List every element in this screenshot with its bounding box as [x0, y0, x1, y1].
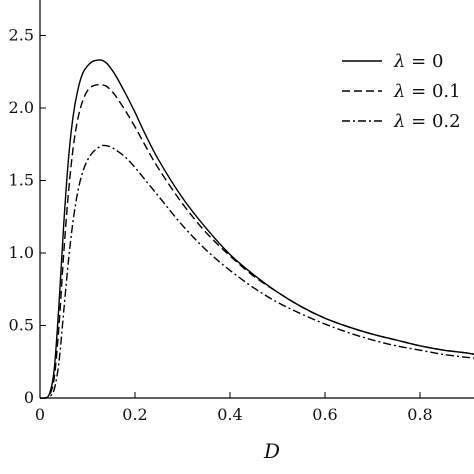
plot-area: 0 0.2 0.4 0.6 0.8 0 0.5 1.0 1.5 2.0 2.5: [9, 0, 474, 424]
x-tick-label: 0.8: [407, 405, 432, 424]
x-tick-label: 0: [35, 405, 45, 424]
y-ticks: 0 0.5 1.0 1.5 2.0 2.5: [9, 26, 46, 407]
y-tick-label: 0: [24, 388, 34, 407]
legend-label-1: λ = 0.1: [393, 81, 461, 102]
y-tick-label: 1.5: [9, 171, 34, 190]
legend-value: = 0.2: [405, 111, 460, 132]
series-line-2: [39, 144, 474, 399]
y-tick-label: 1.0: [9, 243, 34, 262]
x-ticks: 0 0.2 0.4 0.6 0.8: [35, 392, 433, 424]
y-tick-label: 2.5: [9, 26, 34, 45]
y-tick-label: 2.0: [9, 98, 34, 117]
series-layer: [39, 59, 474, 400]
legend-label-0: λ = 0: [393, 51, 443, 72]
series-line-1: [39, 83, 474, 399]
x-tick-label: 0.6: [312, 405, 337, 424]
y-tick-label: 0.5: [9, 316, 34, 335]
legend-symbol: λ: [393, 111, 405, 132]
legend-label-2: λ = 0.2: [393, 111, 461, 132]
legend: λ = 0λ = 0.1λ = 0.2: [342, 51, 461, 132]
x-tick-label: 0.4: [217, 405, 242, 424]
x-tick-label: 0.2: [122, 405, 147, 424]
legend-symbol: λ: [393, 51, 405, 72]
legend-value: = 0: [405, 51, 443, 72]
x-axis-label: D: [263, 439, 280, 463]
legend-value: = 0.1: [405, 81, 460, 102]
legend-symbol: λ: [393, 81, 405, 102]
